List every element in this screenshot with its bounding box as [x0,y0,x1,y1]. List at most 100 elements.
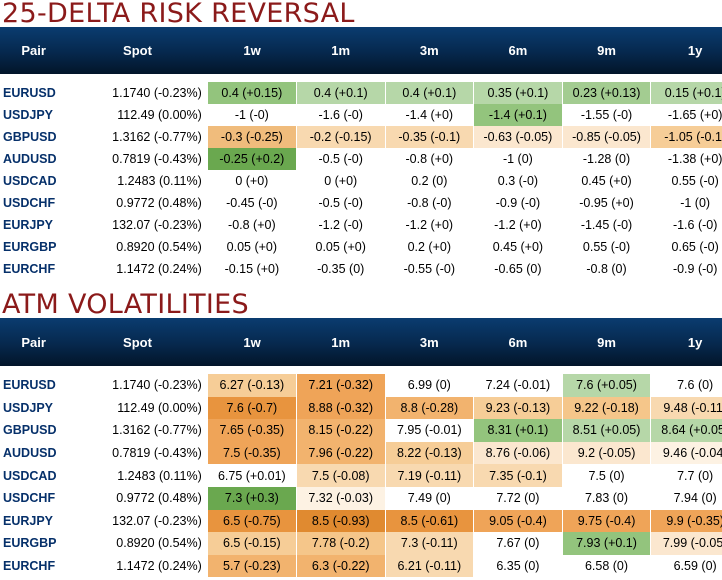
atm-vol-cell-1w: 7.5 (-0.35) [207,441,297,465]
atm-vol-cell-9m: 9.22 (-0.18) [562,396,652,420]
atm-vol-cell-1y: 7.7 (0) [650,464,722,487]
risk-reversal-row-usdcad: USDCAD 1.2483 (0.11%) 0 (+0) 0 (+0) 0.2 (0) 0… [0,170,722,192]
atm-vol-cell-1m: 7.96 (-0.22) [296,441,386,465]
atm-vol-cell-1w: 6.27 (-0.13) [207,374,297,397]
risk-reversal-table: Pair Spot 1w 1m 3m 6m 9m 1y EURUSD 1.1740 (-0.23… [0,27,722,280]
risk-reversal-row-usdchf: USDCHF 0.9772 (0.48%) -0.45 (-0) -0.5 (-0) -… [0,192,722,214]
pair-name: GBPUSD [3,130,57,144]
pair-name: USDCHF [3,196,56,210]
spot-value: 0.9772 (0.48%) [116,196,202,210]
spot-value: 0.7819 (-0.43%) [112,446,202,461]
atm-vol-spacer-row [0,366,722,374]
atm-vol-cell-3m: 6.21 (-0.11) [385,554,475,578]
risk-reversal-cell-9m: -1.45 (-0) [562,214,652,236]
spot-value: 0.7819 (-0.43%) [112,152,202,166]
risk-reversal-cell-6m: 0.35 (+0.1) [473,82,563,104]
risk-reversal-header-spot: Spot [67,27,208,74]
atm-vol-cell-1w: 7.3 (+0.3) [207,486,297,510]
atm-vol-cell-1m: 7.32 (-0.03) [296,486,386,510]
risk-reversal-cell-1w: -0.45 (-0) [207,192,297,214]
atm-vol-cell-3m: 8.22 (-0.13) [385,441,475,465]
risk-reversal-cell-1m: 0.05 (+0) [296,236,386,258]
risk-reversal-header-3m: 3m [385,27,474,74]
atm-vol-header-1m: 1m [296,318,385,366]
risk-reversal-cell-1m: -1.2 (-0) [296,214,386,236]
atm-vol-cell-1w: 7.65 (-0.35) [207,419,297,442]
risk-reversal-cell-1y: -1 (0) [650,192,722,214]
atm-volatilities-header-row: Pair Spot 1w 1m 3m 6m 9m 1y [0,318,722,366]
atm-vol-cell-1w: 6.75 (+0.01) [207,464,297,487]
risk-reversal-row-audusd: AUDUSD 0.7819 (-0.43%) -0.25 (+0.2) -0.5 (-… [0,148,722,170]
risk-reversal-cell-1y: 0.55 (-0) [650,170,722,192]
risk-reversal-cell-3m: -0.55 (-0) [385,258,475,280]
risk-reversal-cell-9m: -1.28 (0) [562,148,652,170]
risk-reversal-cell-1y: -0.9 (-0) [650,258,722,280]
risk-reversal-cell-1y: 0.65 (-0) [650,236,722,258]
risk-reversal-cell-1m: -0.2 (-0.15) [296,126,386,148]
atm-vol-cell-3m: 8.8 (-0.28) [385,396,475,420]
spot-value: 1.1740 (-0.23%) [112,378,202,393]
risk-reversal-cell-3m: -0.8 (+0) [385,148,475,170]
atm-vol-row-eurusd: EURUSD 1.1740 (-0.23%) 6.27 (-0.13) 7.21 (-… [0,374,722,397]
spot-value: 112.49 (0.00%) [117,400,202,415]
atm-vol-header-1y: 1y [650,318,722,366]
spot-value: 132.07 (-0.23%) [112,513,202,528]
spot-value: 1.1472 (0.24%) [116,262,202,276]
atm-vol-cell-1w: 6.5 (-0.75) [207,509,297,533]
atm-vol-cell-3m: 7.49 (0) [385,486,475,510]
risk-reversal-cell-1w: 0.05 (+0) [207,236,297,258]
risk-reversal-cell-6m: -1.2 (+0) [473,214,563,236]
risk-reversal-row-gbpusd: GBPUSD 1.3162 (-0.77%) -0.3 (-0.25) -0.2 (-… [0,126,722,148]
pair-name: EURJPY [3,218,54,232]
atm-volatilities-title: ATM VOLATILITIES [2,289,249,320]
atm-vol-cell-6m: 7.72 (0) [473,486,563,510]
atm-vol-cell-6m: 7.35 (-0.1) [473,464,563,487]
spot-value: 1.2483 (0.11%) [117,468,202,483]
risk-reversal-cell-6m: -1.4 (+0.1) [473,104,563,126]
pair-name: EURGBP [3,536,57,551]
risk-reversal-cell-9m: -1.55 (-0) [562,104,652,126]
risk-reversal-cell-1m: -1.6 (-0) [296,104,386,126]
risk-reversal-cell-3m: 0.4 (+0.1) [385,82,475,104]
atm-vol-cell-1m: 6.3 (-0.22) [296,554,386,578]
pair-name: AUDUSD [3,152,57,166]
spot-value: 0.9772 (0.48%) [116,491,202,506]
atm-volatilities-table: Pair Spot 1w 1m 3m 6m 9m 1y EURUSD 1.1740 (-0.23… [0,318,722,578]
risk-reversal-cell-1m: -0.35 (0) [296,258,386,280]
risk-reversal-row-eurusd: EURUSD 1.1740 (-0.23%) 0.4 (+0.15) 0.4 (+0.… [0,82,722,104]
risk-reversal-cell-6m: 0.45 (+0) [473,236,563,258]
pair-name: USDCHF [3,491,56,506]
atm-vol-cell-6m: 6.35 (0) [473,554,563,578]
atm-vol-cell-1y: 6.59 (0) [650,554,722,578]
atm-vol-row-eurjpy: EURJPY 132.07 (-0.23%) 6.5 (-0.75) 8.5 (-0.… [0,509,722,533]
risk-reversal-row-usdjpy: USDJPY 112.49 (0.00%) -1 (-0) -1.6 (-0) -1.4… [0,104,722,126]
risk-reversal-cell-1m: 0.4 (+0.1) [296,82,386,104]
risk-reversal-row-eurchf: EURCHF 1.1472 (0.24%) -0.15 (+0) -0.35 (0) -… [0,258,722,280]
risk-reversal-cell-1y: -1.65 (+0) [650,104,722,126]
pair-name: EURJPY [3,513,54,528]
atm-vol-cell-1m: 8.15 (-0.22) [296,419,386,442]
atm-vol-cell-1y: 9.9 (-0.35) [650,509,722,533]
risk-reversal-cell-1y: 0.15 (+0.1) [650,82,722,104]
pair-name: USDCAD [3,174,57,188]
risk-reversal-spacer-row [0,74,722,82]
risk-reversal-cell-1y: -1.05 (-0.1) [650,126,722,148]
atm-vol-header-3m: 3m [385,318,474,366]
atm-vol-cell-9m: 9.75 (-0.4) [562,509,652,533]
risk-reversal-cell-9m: -0.85 (-0.05) [562,126,652,148]
risk-reversal-header-row: Pair Spot 1w 1m 3m 6m 9m 1y [0,27,722,74]
atm-vol-header-9m: 9m [562,318,651,366]
risk-reversal-cell-3m: 0.2 (+0) [385,236,475,258]
atm-vol-cell-6m: 8.76 (-0.06) [473,441,563,465]
risk-reversal-cell-1w: -1 (-0) [207,104,297,126]
atm-vol-cell-3m: 7.3 (-0.11) [385,532,475,555]
risk-reversal-row-eurjpy: EURJPY 132.07 (-0.23%) -0.8 (+0) -1.2 (-0) -… [0,214,722,236]
atm-vol-cell-6m: 8.31 (+0.1) [473,419,563,442]
atm-vol-header-spot: Spot [67,318,208,366]
atm-vol-cell-6m: 9.23 (-0.13) [473,396,563,420]
risk-reversal-header-1m: 1m [296,27,385,74]
atm-vol-cell-1m: 7.21 (-0.32) [296,374,386,397]
risk-reversal-cell-6m: -0.63 (-0.05) [473,126,563,148]
atm-vol-cell-9m: 8.51 (+0.05) [562,419,652,442]
atm-vol-cell-1m: 8.88 (-0.32) [296,396,386,420]
